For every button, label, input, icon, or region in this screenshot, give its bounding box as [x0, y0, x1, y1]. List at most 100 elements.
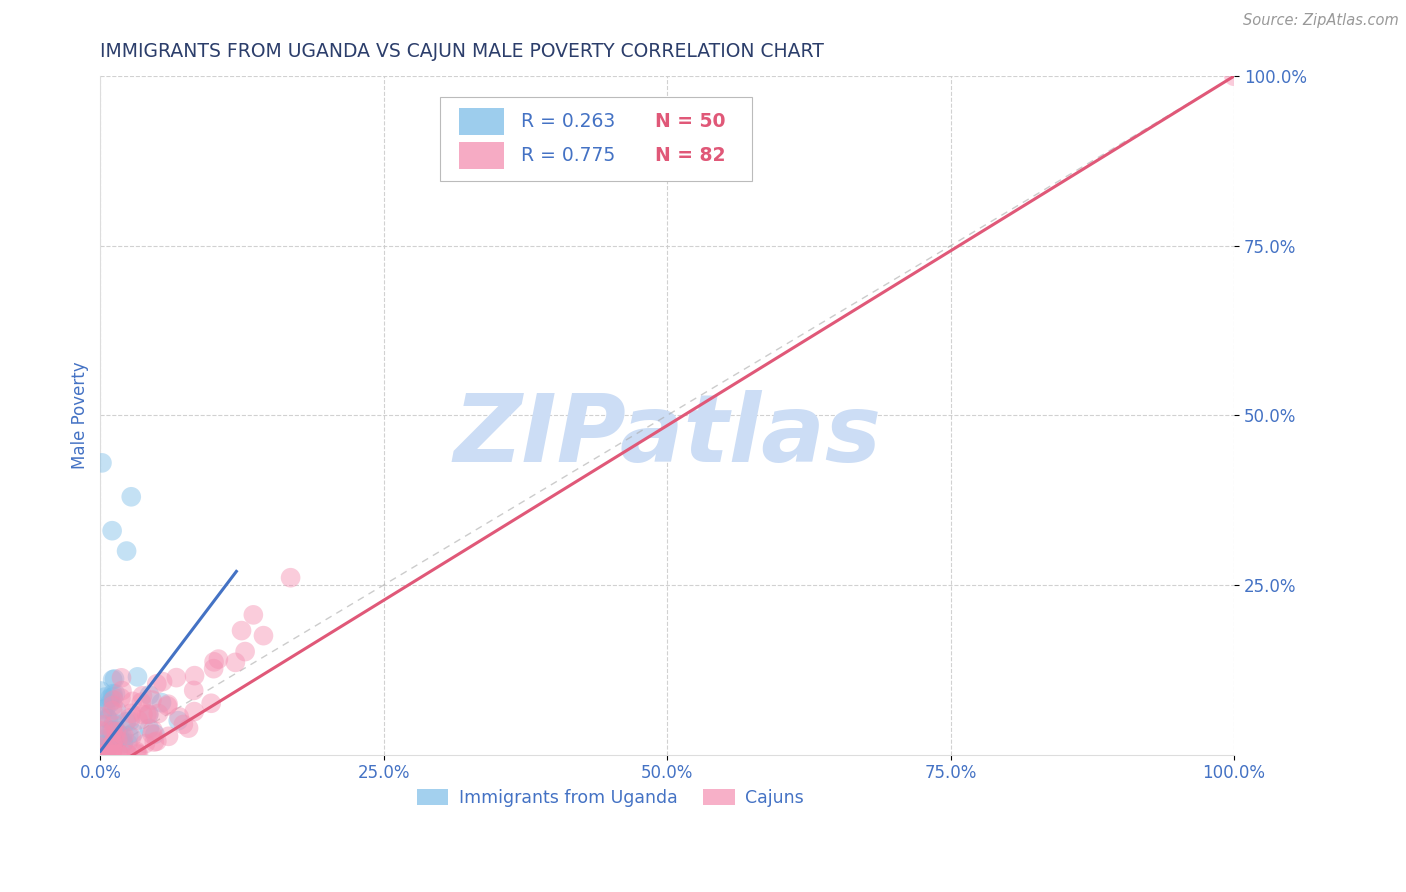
Point [96, 711, 118, 725]
Point [110, 671, 132, 685]
Point [93, 747, 115, 762]
Point [98, 723, 121, 737]
Point [104, 687, 127, 701]
Point [94, 747, 117, 762]
Point [110, 690, 132, 705]
Point [183, 705, 205, 719]
Point [127, 746, 149, 760]
Legend: Immigrants from Uganda, Cajuns: Immigrants from Uganda, Cajuns [411, 781, 811, 814]
Point [101, 736, 124, 750]
Point [98, 738, 121, 752]
FancyBboxPatch shape [440, 96, 752, 181]
Point [118, 728, 141, 742]
Point [90, 747, 112, 762]
Point [107, 727, 129, 741]
Point [157, 729, 180, 743]
Point [94, 742, 117, 756]
Point [105, 724, 128, 739]
Point [112, 735, 135, 749]
Point [131, 689, 153, 703]
Point [94, 690, 117, 704]
Point [93, 747, 115, 762]
Point [183, 668, 205, 682]
Point [103, 718, 125, 732]
Point [91, 703, 114, 717]
Point [91, 747, 114, 762]
Point [177, 721, 200, 735]
Point [138, 688, 160, 702]
Point [101, 747, 124, 762]
Point [103, 698, 125, 713]
Point [202, 655, 225, 669]
Point [100, 747, 122, 762]
Point [104, 731, 127, 746]
Point [111, 730, 134, 744]
Point [122, 726, 145, 740]
Point [157, 697, 180, 711]
Point [120, 706, 142, 721]
Text: IMMIGRANTS FROM UGANDA VS CAJUN MALE POVERTY CORRELATION CHART: IMMIGRANTS FROM UGANDA VS CAJUN MALE POV… [100, 42, 824, 61]
Point [117, 747, 139, 762]
Point [141, 727, 163, 741]
Point [242, 607, 264, 622]
Point [117, 747, 139, 762]
Point [107, 732, 129, 747]
Point [100, 723, 122, 738]
Point [103, 693, 125, 707]
Point [146, 734, 169, 748]
Point [97, 712, 120, 726]
Point [105, 703, 128, 717]
Point [89, 740, 111, 755]
Point [172, 717, 194, 731]
Point [96, 742, 118, 756]
Point [103, 690, 125, 704]
Point [207, 652, 229, 666]
Point [233, 644, 256, 658]
Point [96, 747, 118, 762]
Point [96, 747, 118, 762]
Point [231, 624, 253, 638]
Text: ZIPatlas: ZIPatlas [453, 390, 882, 482]
Point [98, 691, 121, 706]
Point [107, 747, 129, 761]
Point [200, 696, 222, 710]
Point [128, 747, 150, 762]
Point [252, 629, 274, 643]
Point [93, 747, 115, 762]
Point [111, 683, 134, 698]
Point [115, 544, 138, 558]
Point [1223, 69, 1246, 83]
Point [96, 747, 118, 762]
Text: R = 0.775: R = 0.775 [520, 146, 616, 165]
Point [110, 747, 132, 762]
Point [90, 738, 112, 752]
Point [101, 673, 124, 687]
Point [91, 718, 114, 732]
Point [98, 696, 121, 710]
Point [97, 747, 120, 762]
FancyBboxPatch shape [458, 108, 503, 136]
Point [143, 735, 166, 749]
Point [127, 670, 149, 684]
Point [90, 684, 112, 698]
Point [131, 695, 153, 709]
Point [108, 747, 131, 761]
Point [115, 714, 138, 729]
Point [120, 714, 142, 728]
Point [202, 662, 225, 676]
Point [90, 723, 112, 738]
Point [105, 723, 128, 738]
Point [117, 736, 139, 750]
FancyBboxPatch shape [458, 142, 503, 169]
Point [167, 710, 190, 724]
Text: Source: ZipAtlas.com: Source: ZipAtlas.com [1243, 13, 1399, 29]
Point [141, 693, 163, 707]
Y-axis label: Male Poverty: Male Poverty [72, 361, 89, 469]
Text: R = 0.263: R = 0.263 [520, 112, 616, 131]
Point [148, 706, 170, 721]
Point [94, 732, 117, 747]
Point [90, 709, 112, 723]
Point [96, 741, 118, 756]
Point [224, 656, 246, 670]
Point [156, 698, 179, 713]
